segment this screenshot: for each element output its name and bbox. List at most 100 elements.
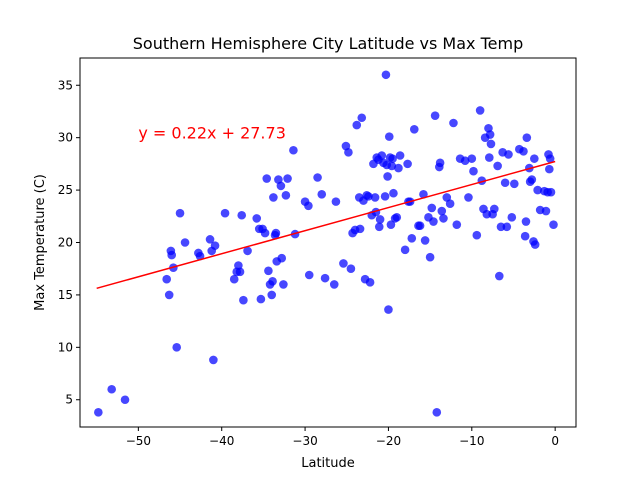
data-point (320, 273, 330, 283)
data-point (331, 197, 341, 206)
data-point (504, 150, 513, 159)
y-tick-label: 10 (58, 340, 73, 354)
data-point (429, 217, 438, 226)
data-point (107, 384, 116, 394)
data-point (469, 166, 478, 176)
x-tick-label: −20 (376, 434, 401, 448)
data-point (355, 224, 365, 234)
data-point (500, 178, 510, 188)
data-point (545, 154, 555, 163)
x-tick-label: −40 (209, 434, 234, 448)
data-point (260, 228, 270, 238)
data-point (346, 264, 356, 274)
x-tick-label: 0 (551, 434, 559, 448)
chart-marks (94, 70, 558, 417)
data-point (425, 252, 435, 262)
data-point (162, 274, 171, 284)
data-point (522, 133, 532, 142)
data-point (167, 250, 176, 260)
data-point (281, 191, 291, 200)
data-point (365, 278, 375, 287)
data-point (267, 290, 277, 300)
data-point (271, 228, 281, 238)
data-point (541, 206, 551, 216)
data-point (317, 189, 327, 199)
data-point (364, 192, 373, 201)
data-point (205, 235, 215, 244)
data-point (530, 154, 539, 163)
data-point (386, 220, 396, 229)
data-point (546, 187, 556, 197)
data-point (435, 158, 445, 168)
data-point (377, 151, 387, 160)
data-point (427, 203, 437, 213)
data-point (389, 188, 398, 198)
data-point (507, 213, 517, 222)
data-point (239, 295, 248, 305)
data-point (392, 213, 402, 222)
data-point (519, 147, 528, 156)
data-point (94, 408, 103, 417)
data-point (352, 120, 362, 130)
data-point (464, 193, 473, 202)
data-point (439, 214, 448, 223)
data-point (252, 214, 262, 223)
y-tick-label: 15 (58, 288, 73, 302)
data-point (339, 259, 348, 268)
data-point (449, 118, 458, 128)
data-point (502, 222, 512, 232)
data-point (383, 172, 392, 181)
data-point (387, 161, 397, 171)
data-point (180, 238, 190, 247)
data-point (237, 210, 247, 220)
data-point (442, 193, 452, 202)
data-point (269, 193, 278, 202)
data-point (381, 70, 391, 80)
data-point (437, 206, 447, 216)
x-tick-label: −10 (459, 434, 484, 448)
y-tick-label: 35 (58, 78, 73, 92)
data-point (374, 222, 384, 232)
data-point (445, 199, 455, 209)
data-point (490, 204, 499, 214)
data-point (400, 245, 410, 255)
data-point (229, 274, 239, 284)
data-point (264, 266, 273, 276)
data-point (530, 240, 540, 249)
regression-line (96, 160, 556, 290)
data-point (388, 154, 397, 163)
data-point (520, 231, 530, 241)
data-point (460, 156, 470, 166)
data-point (452, 220, 462, 229)
data-point (357, 113, 367, 123)
data-point (120, 395, 130, 405)
data-point (277, 253, 287, 263)
data-point (521, 217, 531, 226)
data-point (243, 246, 252, 256)
data-point (175, 208, 185, 218)
data-point (210, 241, 220, 250)
data-point (432, 408, 442, 417)
data-point (329, 280, 339, 289)
x-axis-label: Latitude (301, 456, 355, 471)
y-tick-label: 30 (58, 131, 73, 145)
data-point (467, 154, 477, 163)
data-point (370, 193, 380, 202)
data-point (475, 106, 485, 115)
data-point (472, 230, 482, 240)
x-tick-label: −50 (126, 434, 151, 448)
data-point (283, 174, 292, 183)
data-point (384, 305, 393, 314)
data-point (545, 164, 554, 174)
data-point (549, 220, 558, 229)
x-tick-label: −30 (292, 434, 317, 448)
data-point (289, 145, 298, 155)
data-point (395, 151, 405, 160)
chart-title: Southern Hemisphere City Latitude vs Max… (133, 34, 523, 53)
data-point (313, 173, 322, 182)
data-point (256, 294, 266, 304)
data-point (485, 153, 494, 162)
data-point (172, 343, 181, 352)
data-point (304, 201, 313, 211)
